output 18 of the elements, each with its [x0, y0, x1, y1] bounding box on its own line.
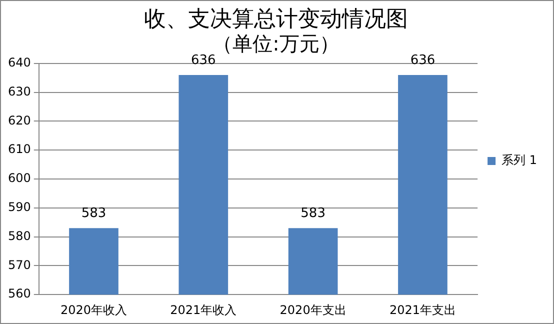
y-tick-label: 560 — [8, 286, 31, 301]
y-tick-label: 640 — [8, 56, 31, 70]
y-tick-label: 610 — [8, 142, 31, 156]
data-label: 583 — [81, 206, 106, 222]
y-tick-label: 570 — [8, 258, 31, 272]
data-label: 583 — [300, 206, 326, 222]
x-tick-label: 2021年支出 — [389, 302, 456, 317]
chart-title: 收、支决算总计变动情况图 — [144, 6, 408, 32]
y-tick-label: 590 — [8, 200, 31, 214]
y-tick-label: 620 — [8, 113, 31, 128]
y-tick-label: 580 — [8, 228, 31, 243]
data-label: 636 — [410, 52, 436, 68]
legend-label: 系列 1 — [502, 153, 538, 168]
x-tick-label: 2020年收入 — [60, 302, 128, 317]
y-tick-label: 630 — [8, 84, 31, 98]
x-tick-label: 2020年支出 — [280, 302, 346, 317]
y-tick-label: 600 — [8, 171, 31, 186]
x-tick-label: 2021年收入 — [170, 302, 237, 317]
